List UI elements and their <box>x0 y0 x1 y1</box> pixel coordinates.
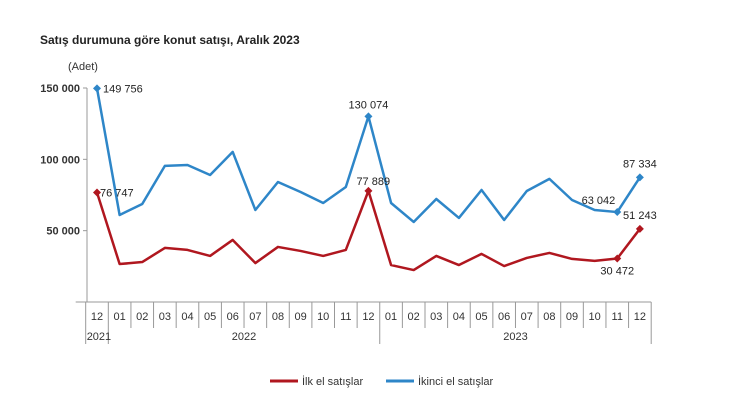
data-label: 51 243 <box>623 210 657 222</box>
data-marker <box>364 112 373 121</box>
x-tick-label: 08 <box>272 311 284 323</box>
data-label: 30 472 <box>600 266 634 278</box>
data-label: 87 334 <box>623 158 657 170</box>
x-tick-label: 04 <box>453 311 465 323</box>
data-marker <box>635 224 644 233</box>
x-tick-label: 12 <box>91 311 103 323</box>
x-tick-label: 04 <box>181 311 193 323</box>
x-tick-label: 11 <box>612 311 623 323</box>
x-tick-label: 11 <box>340 311 351 323</box>
x-tick-label: 06 <box>498 311 510 323</box>
x-tick-label: 05 <box>475 311 487 323</box>
year-label: 2023 <box>503 331 527 343</box>
x-tick-label: 06 <box>227 311 239 323</box>
data-marker <box>364 186 373 195</box>
x-tick-label: 05 <box>204 311 216 323</box>
legend-label: İkinci el satışlar <box>418 375 494 388</box>
x-tick-label: 03 <box>430 311 442 323</box>
x-tick-label: 09 <box>294 311 306 323</box>
y-tick-label: 100 000 <box>40 154 80 166</box>
data-marker <box>93 188 101 197</box>
data-marker <box>613 208 622 217</box>
legend-label: İlk el satışlar <box>302 375 363 388</box>
series-line-ilk-el <box>95 189 641 272</box>
x-tick-label: 12 <box>362 311 374 323</box>
x-tick-label: 07 <box>249 311 261 323</box>
x-tick-label: 02 <box>408 311 420 323</box>
data-label: 63 042 <box>582 195 616 207</box>
y-axis-label: (Adet) <box>68 61 98 73</box>
x-tick-label: 10 <box>317 311 329 323</box>
y-tick-label: 50 000 <box>46 226 80 238</box>
x-tick-label: 01 <box>385 311 397 323</box>
data-marker <box>613 254 622 263</box>
x-tick-label: 09 <box>566 311 578 323</box>
x-tick-label: 01 <box>113 311 125 323</box>
y-tick-label: 150 000 <box>40 83 80 95</box>
year-label: 2021 <box>87 331 111 343</box>
chart-title: Satış durumuna göre konut satışı, Aralık… <box>40 33 300 47</box>
x-tick-label: 08 <box>543 311 555 323</box>
data-marker <box>635 173 644 182</box>
data-label: 130 074 <box>349 99 389 111</box>
x-tick-label: 12 <box>634 311 646 323</box>
data-label: 76 747 <box>100 188 134 200</box>
x-tick-label: 02 <box>136 311 148 323</box>
year-label: 2022 <box>232 331 256 343</box>
x-tick-label: 10 <box>589 311 601 323</box>
x-tick-label: 07 <box>521 311 533 323</box>
data-marker <box>93 84 101 93</box>
x-tick-label: 03 <box>159 311 171 323</box>
data-label: 149 756 <box>103 83 143 95</box>
data-label: 77 889 <box>356 176 390 188</box>
